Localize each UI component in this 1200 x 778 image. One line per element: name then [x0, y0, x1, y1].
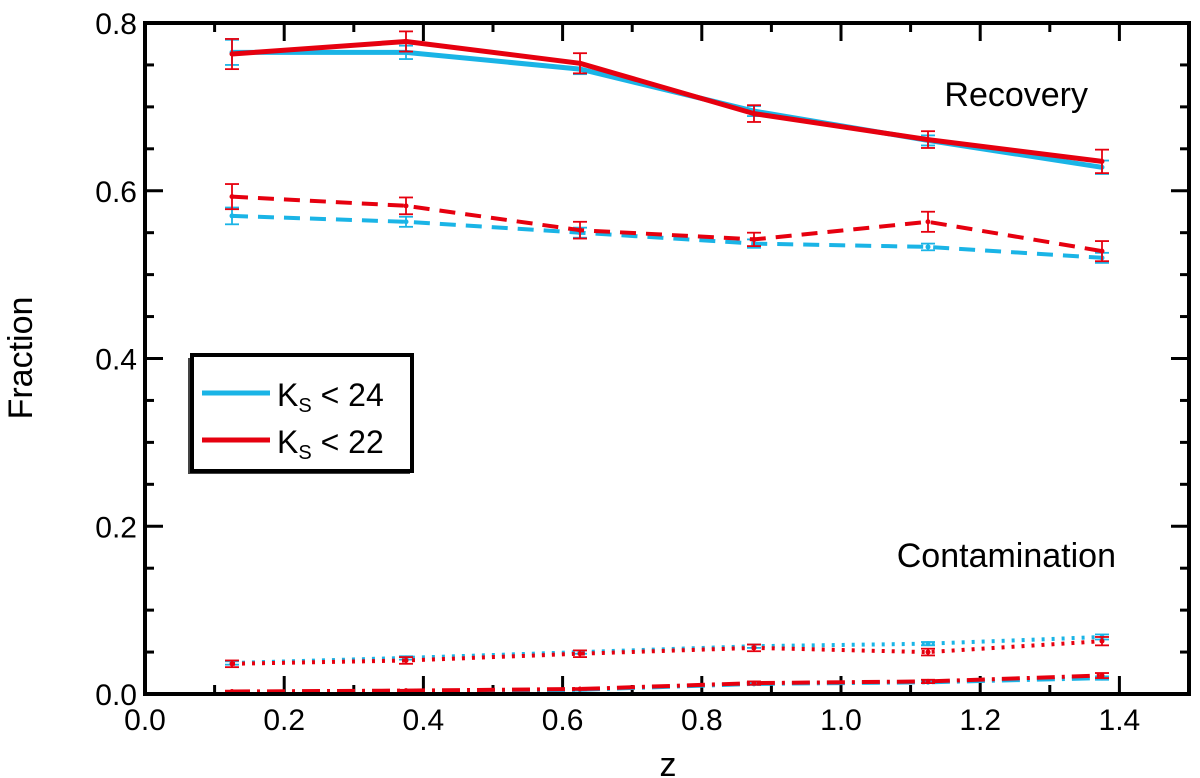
recovery-annotation: Recovery [944, 76, 1088, 114]
y-tick-label: 0.2 [95, 511, 137, 544]
x-tick-label: 0.6 [542, 704, 584, 737]
data-point [577, 686, 583, 692]
legend-k22-sub: S [298, 442, 311, 464]
series-line [231, 673, 1103, 694]
series-line [231, 213, 1103, 260]
series-K24-dashed [225, 206, 1109, 264]
x-tick-label: 0.0 [124, 704, 166, 737]
plot-frame [143, 21, 1191, 696]
series-line [231, 639, 1103, 666]
data-point [229, 661, 235, 667]
series-K22-dotted [225, 636, 1109, 669]
data-point [925, 219, 931, 225]
x-tick-label: 1.4 [1099, 704, 1141, 737]
x-tick-label: 1.2 [959, 704, 1001, 737]
data-point [925, 244, 931, 250]
series-line [231, 194, 1103, 254]
legend-k24-main: K [277, 377, 298, 413]
y-tick-label: 0.6 [95, 176, 137, 209]
x-tick-label: 0.4 [403, 704, 445, 737]
data-point [403, 38, 409, 44]
data-point [751, 236, 757, 242]
legend-label-k22: KS < 22 [277, 424, 384, 464]
y-tick-label: 0.8 [95, 8, 137, 41]
series-line [231, 635, 1103, 665]
series-line [231, 39, 1103, 164]
data-point [925, 641, 931, 647]
series-K24-dotted [225, 633, 1109, 666]
data-point [751, 111, 757, 117]
data-point [751, 645, 757, 651]
series-K22-dashed [225, 183, 1109, 263]
legend-k22-rest: < 22 [312, 424, 384, 460]
series-K22-solid [225, 30, 1109, 175]
legend-k22-main: K [277, 424, 298, 460]
data-point [925, 649, 931, 655]
legend: KS < 24 KS < 22 [188, 353, 414, 474]
data-point [1099, 248, 1105, 254]
data-point [1099, 158, 1105, 164]
data-point [229, 51, 235, 57]
series-K22-dashdot [225, 672, 1109, 694]
x-axis-title: z [660, 746, 677, 778]
legend-label-k24: KS < 24 [277, 377, 384, 417]
data-point [1099, 638, 1105, 644]
data-point [403, 203, 409, 209]
y-axis-title: Fraction [2, 297, 40, 420]
data-point [1099, 673, 1105, 679]
data-point [229, 213, 235, 219]
y-tick-label: 0.4 [95, 344, 137, 377]
x-tick-label: 0.2 [263, 704, 305, 737]
data-point [403, 657, 409, 663]
legend-k24-sub: S [298, 395, 311, 417]
data-point [577, 651, 583, 657]
x-tick-label: 1.0 [820, 704, 862, 737]
data-point [403, 688, 409, 694]
data-point [403, 219, 409, 225]
contamination-annotation: Contamination [897, 537, 1116, 575]
data-point [577, 227, 583, 233]
data-point [925, 678, 931, 684]
y-tick-label: 0.0 [95, 679, 137, 712]
ticks: 0.0 0.2 0.4 0.6 0.8 1.0 1.2 1.4 0.0 0.2 0.4 0.6 0.8 [95, 8, 1191, 737]
legend-box [190, 353, 414, 473]
data-point [229, 194, 235, 200]
data-point [925, 137, 931, 143]
legend-k24-rest: < 24 [312, 377, 384, 413]
data-point [577, 60, 583, 66]
x-tick-label: 0.8 [681, 704, 723, 737]
data-point [751, 680, 757, 686]
